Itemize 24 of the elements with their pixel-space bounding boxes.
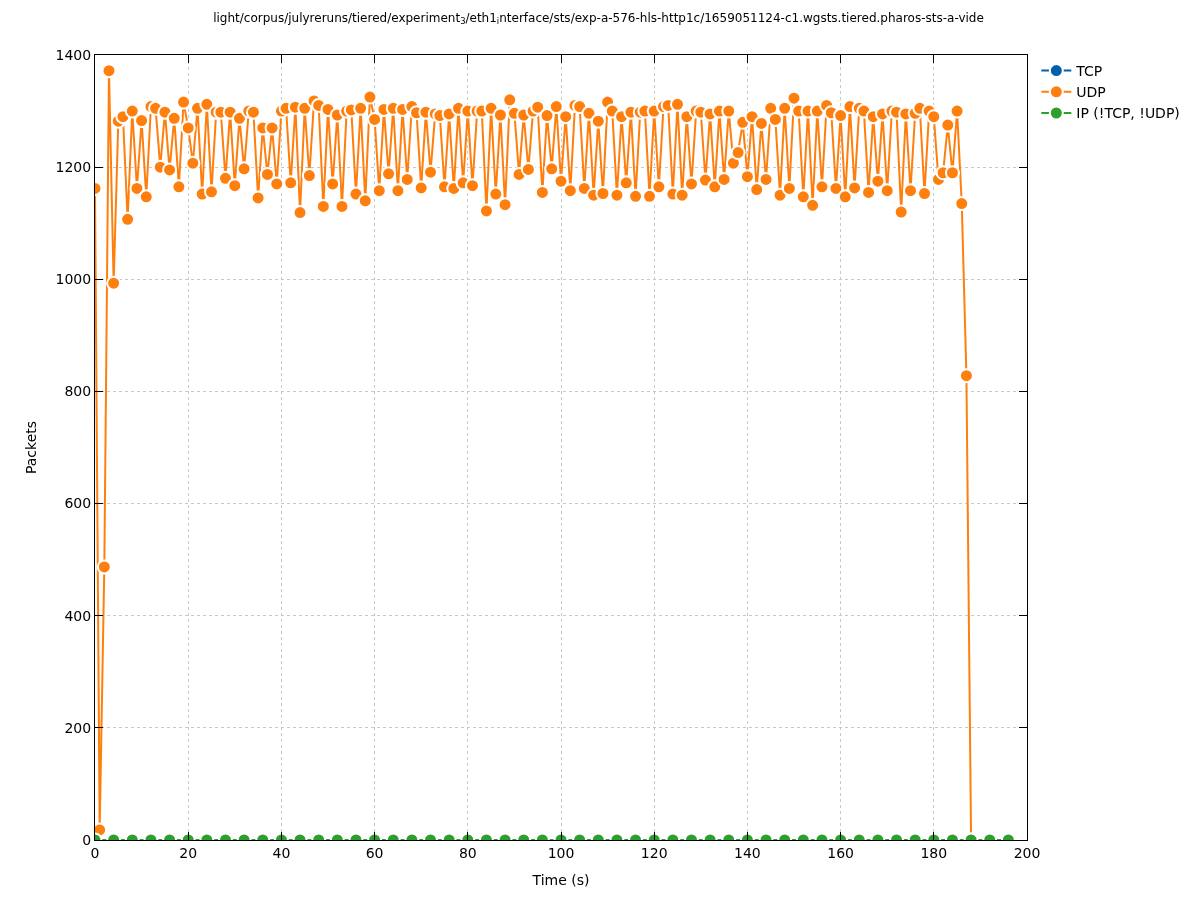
x-tick-label: 180 xyxy=(920,844,948,861)
legend-label: IP (!TCP, !UDP) xyxy=(1076,105,1180,122)
x-tick-label: 40 xyxy=(272,844,291,861)
y-tick-label: 400 xyxy=(64,607,92,624)
x-tick-label: 60 xyxy=(365,844,384,861)
legend-label: UDP xyxy=(1076,84,1106,101)
x-tick-label: 100 xyxy=(547,844,575,861)
y-tick-label: 200 xyxy=(64,719,92,736)
x-axis-title: Time (s) xyxy=(531,872,590,889)
legend-label: TCP xyxy=(1075,63,1103,80)
chart-title: light/corpus/julyreruns/tiered/experiment$_{3}$/eth1$_{i}$nterface/sts/exp-a-576-hls-http1c/1659051124-c1.wgsts.tiered.pharos-sts-a-vide xyxy=(213,10,984,27)
y-tick-label: 1200 xyxy=(55,159,92,176)
y-axis-title: Packets xyxy=(23,420,40,475)
x-tick-label: 80 xyxy=(458,844,477,861)
y-tick-label: 1000 xyxy=(55,271,92,288)
y-tick-label: 600 xyxy=(64,495,92,512)
y-tick-label: 1400 xyxy=(55,46,92,63)
y-tick-label: 800 xyxy=(64,383,92,400)
y-tick-label: 0 xyxy=(82,831,92,848)
x-tick-label: 160 xyxy=(827,844,854,861)
x-tick-label: 120 xyxy=(640,844,668,861)
x-tick-label: 20 xyxy=(179,844,198,861)
x-tick-label: 140 xyxy=(734,844,761,861)
x-tick-label: 200 xyxy=(1013,844,1041,861)
